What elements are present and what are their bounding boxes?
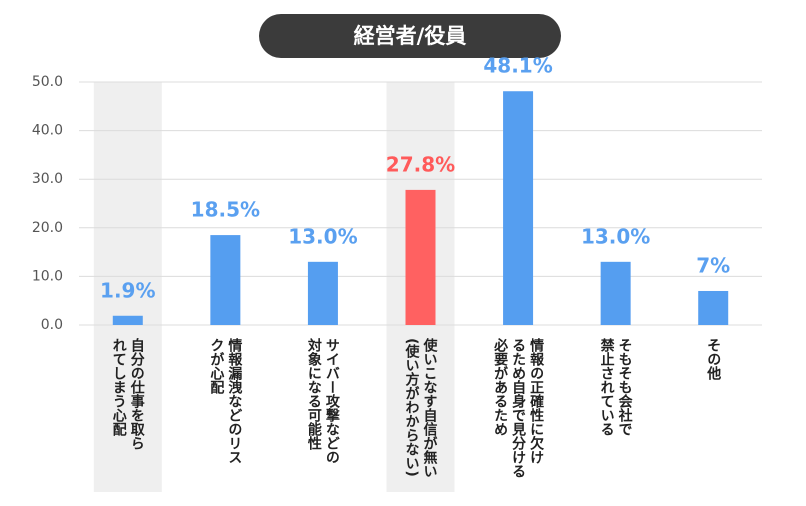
y-tick-label: 0.0	[41, 317, 63, 333]
value-label: 48.1%	[483, 54, 552, 78]
bar	[112, 315, 143, 325]
x-tick-label: 情報漏洩などのリス クが心配	[208, 338, 243, 464]
x-tick-label: 情報の正確性に欠け るため自身で見分ける 必要があるため	[492, 338, 545, 478]
value-label: 1.9%	[100, 278, 155, 302]
value-label: 18.5%	[191, 198, 260, 222]
y-tick-label: 20.0	[32, 220, 63, 236]
value-label: 13.0%	[581, 224, 650, 248]
value-label: 7%	[696, 253, 730, 277]
bar	[405, 189, 436, 325]
y-tick-label: 10.0	[32, 268, 63, 284]
chart-title: 経営者/役員	[354, 24, 467, 48]
bar	[210, 235, 241, 325]
x-tick-label: その他	[705, 338, 722, 380]
x-tick-label: サイバー攻撃などの 対象になる可能性	[305, 338, 340, 464]
value-label: 27.8%	[386, 152, 455, 176]
bar	[600, 261, 631, 325]
x-tick-label: 自分の仕事を取ら れてしまう心配	[110, 338, 145, 450]
value-label: 13.0%	[288, 224, 357, 248]
y-tick-label: 50.0	[32, 74, 63, 90]
highlight-column	[93, 82, 162, 492]
title-pill	[259, 14, 561, 58]
x-tick-label: そもそも会社で 禁止されている	[598, 338, 633, 436]
y-tick-label: 30.0	[32, 171, 63, 187]
x-tick-label: 使いこなす自信が無い (使い方がわからない)	[403, 338, 438, 478]
bar	[503, 91, 534, 325]
bar	[698, 290, 729, 325]
bar	[307, 261, 338, 325]
y-tick-label: 40.0	[32, 123, 63, 139]
